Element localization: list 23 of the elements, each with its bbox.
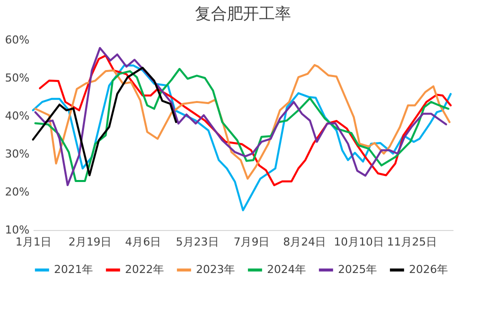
chart-title: 复合肥开工率 — [195, 4, 291, 23]
line-series — [32, 66, 178, 176]
y-tick-label: 10% — [5, 224, 30, 236]
line-series — [32, 64, 452, 212]
y-tick-label: 30% — [5, 148, 30, 160]
x-tick-label: 4月6日 — [125, 236, 162, 248]
legend-label: 2021年 — [54, 263, 93, 276]
x-tick-label: 5月23日 — [176, 236, 219, 248]
x-tick-label: 1月1日 — [16, 236, 52, 248]
y-tick-label: 50% — [5, 72, 30, 84]
legend-label: 2026年 — [409, 263, 448, 276]
x-tick-label: 7月9日 — [234, 236, 270, 248]
y-tick-label: 40% — [5, 110, 30, 122]
x-tick-label: 2月19日 — [68, 236, 112, 248]
x-tick-label: 10月10日 — [334, 236, 384, 248]
y-tick-label: 20% — [5, 186, 30, 198]
y-tick-label: 60% — [5, 34, 30, 46]
x-tick-label: 8月24日 — [283, 236, 326, 248]
legend-label: 2025年 — [338, 263, 377, 276]
legend-label: 2023年 — [196, 263, 235, 276]
x-tick-label: 11月25日 — [386, 236, 437, 248]
legend-label: 2022年 — [125, 263, 164, 276]
legend-label: 2024年 — [267, 263, 306, 276]
